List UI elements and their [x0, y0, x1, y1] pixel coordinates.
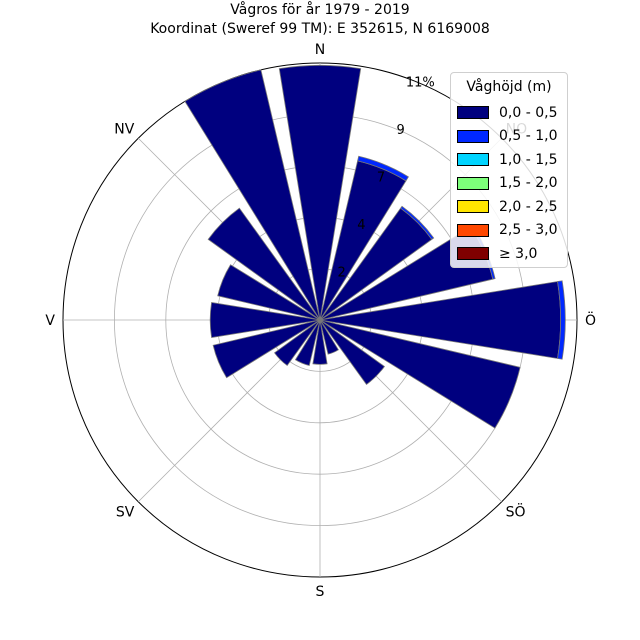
chart-title: Vågros för år 1979 - 2019 — [230, 1, 409, 18]
legend-swatch — [457, 247, 489, 261]
legend-label: ≥ 3,0 — [499, 245, 538, 262]
direction-label: NV — [114, 121, 134, 137]
bar-sector — [400, 205, 435, 240]
legend-swatch — [457, 129, 489, 143]
legend-swatch — [457, 153, 489, 167]
bars-group — [184, 65, 566, 429]
legend-item: 0,0 - 0,5 — [457, 101, 561, 125]
legend-swatch — [457, 200, 489, 214]
legend-rows: 0,0 - 0,5 0,5 - 1,0 1,0 - 1,5 1,5 - 2,0 2,0 … — [457, 101, 561, 266]
radial-tick-label: 7 — [377, 171, 385, 186]
legend-label: 2,0 - 2,5 — [499, 198, 558, 215]
legend-item: 1,0 - 1,5 — [457, 148, 561, 172]
legend-item: 2,5 - 3,0 — [457, 219, 561, 243]
legend-label: 0,5 - 1,0 — [499, 128, 558, 145]
legend-label: 2,5 - 3,0 — [499, 222, 558, 239]
bar-sector — [212, 319, 321, 379]
bar-sector — [319, 319, 521, 429]
direction-label: SV — [116, 505, 135, 521]
direction-label: V — [45, 313, 55, 329]
bar-sector — [209, 301, 321, 339]
bar-sector — [278, 65, 362, 321]
legend-title: Våghöjd (m) — [466, 79, 552, 95]
legend-item: 2,0 - 2,5 — [457, 195, 561, 219]
legend-swatch — [457, 223, 489, 237]
legend-item: 1,5 - 2,0 — [457, 172, 561, 196]
radial-tick-label: 9 — [397, 123, 405, 138]
radial-tick-label: 2 — [338, 266, 346, 281]
legend: Våghöjd (m) 0,0 - 0,5 0,5 - 1,0 1,0 - 1,5 1… — [450, 72, 568, 268]
chart-subtitle: Koordinat (Sweref 99 TM): E 352615, N 61… — [150, 21, 490, 37]
bar-sector — [357, 155, 409, 182]
bar-sector — [312, 319, 328, 365]
legend-label: 1,5 - 2,0 — [499, 175, 558, 192]
legend-swatch — [457, 176, 489, 190]
legend-item: 0,5 - 1,0 — [457, 125, 561, 149]
legend-label: 0,0 - 0,5 — [499, 104, 558, 121]
direction-label: Ö — [585, 311, 596, 329]
legend-item: ≥ 3,0 — [457, 242, 561, 266]
bar-sector — [294, 319, 321, 366]
bar-sector — [319, 319, 339, 355]
direction-label: N — [315, 42, 325, 58]
radial-tick-label: 4 — [357, 218, 365, 233]
bar-sector — [184, 69, 321, 321]
bar-sector — [217, 264, 321, 321]
direction-label: S — [316, 584, 325, 600]
radial-tick-labels: 2 4 7 9 11% — [338, 76, 435, 281]
legend-swatch — [457, 106, 489, 120]
bar-sector — [273, 319, 321, 367]
bar-sector — [319, 319, 385, 385]
bar-sector — [207, 207, 321, 321]
direction-label: SÖ — [506, 503, 526, 521]
legend-label: 1,0 - 1,5 — [499, 151, 558, 168]
radial-tick-label: 11% — [406, 76, 435, 91]
bar-sector — [557, 280, 566, 360]
